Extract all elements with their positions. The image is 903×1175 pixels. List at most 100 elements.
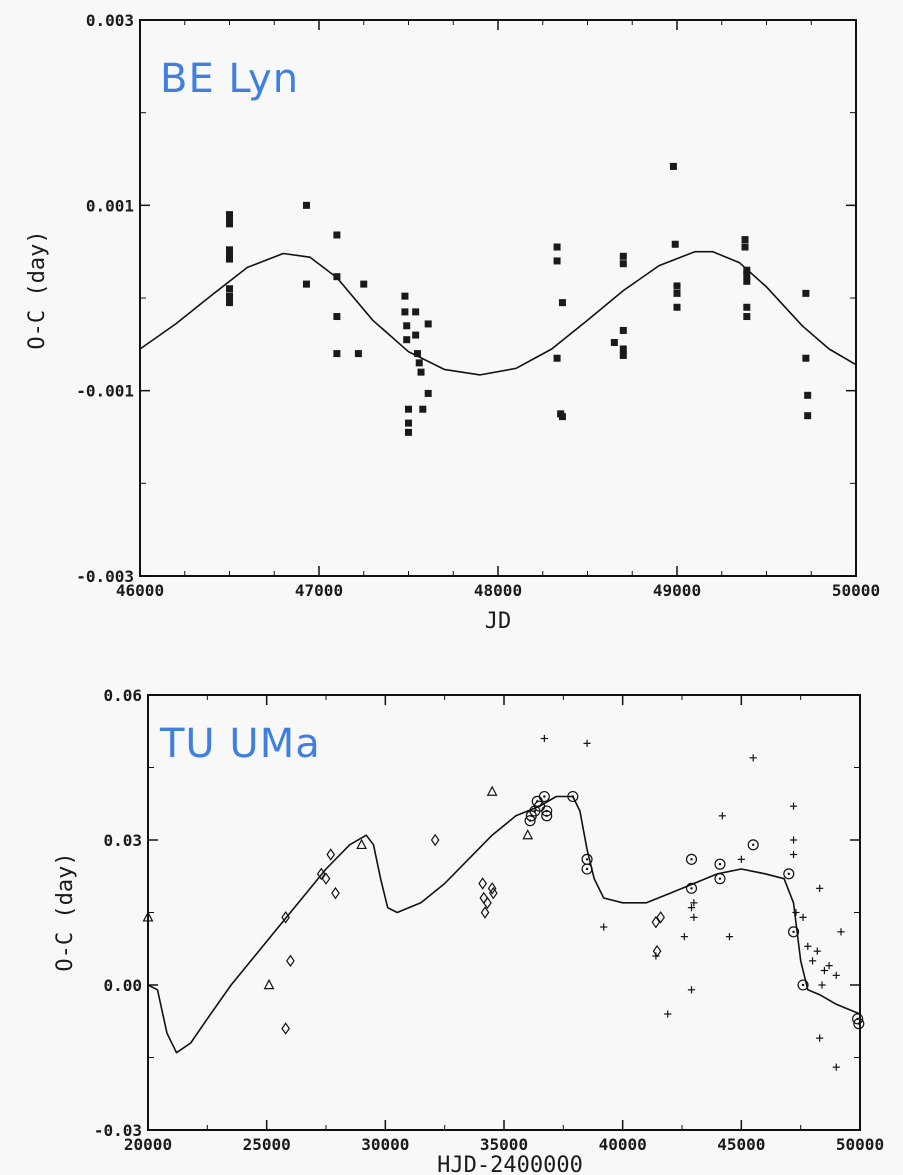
tu-uma-fit-curve: [147, 795, 861, 1054]
tu-uma-plus-point: [690, 913, 698, 921]
tu-uma-circle-point: [797, 979, 809, 991]
tu-uma-circle-center: [792, 930, 795, 934]
tu-uma-circle-point: [581, 863, 593, 875]
tu-uma-diamond-point: [480, 906, 490, 919]
tu-uma-plus-point: [818, 981, 826, 989]
tu-uma-diamond-point: [487, 882, 497, 895]
tu-uma-circle-ring: [747, 839, 759, 851]
tu-uma-tick-labels: 20000 25000 30000 35000 40000 45000 50000 0.06 0…: [94, 686, 884, 1154]
be-lyn-square-point: [669, 162, 677, 170]
tu-uma-diamond-point: [479, 891, 489, 905]
be-lyn-chart: 46000 47000 48000 49000 50000 0.003 0.001 -0.00…: [25, 11, 880, 634]
tu-uma-triangle-point: [142, 911, 154, 922]
be-lyn-x-tick-label: 49000: [653, 581, 701, 600]
tu-uma-circle-center: [690, 858, 693, 861]
be-lyn-square-point: [741, 243, 749, 251]
tu-uma-plus-point: [718, 812, 726, 820]
tu-uma-diamond-point: [321, 872, 331, 885]
tu-uma-plus-point: [808, 957, 817, 965]
be-lyn-square-point: [424, 389, 432, 397]
tu-uma-circle-center: [543, 795, 546, 798]
be-lyn-square-point: [743, 313, 751, 321]
be-lyn-x-tick-label: 50000: [832, 581, 880, 600]
be-lyn-square-point: [226, 246, 233, 254]
tu-uma-y-tick-label: 0.06: [103, 686, 142, 705]
be-lyn-square-point: [333, 313, 341, 321]
be-lyn-square-point: [333, 273, 341, 281]
tu-uma-diamond-point: [652, 944, 662, 958]
tu-uma-y-tick-label: -0.03: [94, 1121, 142, 1140]
be-lyn-square-point: [415, 359, 423, 367]
tu-uma-diamond-point: [286, 954, 295, 968]
tu-uma-circle-ring: [783, 868, 795, 880]
tu-uma-triangle-point: [356, 838, 367, 850]
tu-uma-circle-ring: [787, 926, 800, 938]
tu-uma-chart: 20000 25000 30000 35000 40000 45000 50000 0.06 0…: [53, 686, 884, 1175]
tu-uma-y-tick-label: 0.00: [103, 976, 142, 995]
tu-uma-circle-point: [541, 810, 553, 822]
tu-uma-x-tick-label: 35000: [480, 1135, 528, 1154]
be-lyn-y-tick-label: -0.001: [76, 382, 134, 401]
tu-uma-diamond-point: [316, 867, 326, 881]
tu-uma-plus-point: [725, 933, 734, 941]
tu-uma-diamond-point: [326, 848, 336, 861]
be-lyn-square-point: [403, 322, 411, 330]
be-lyn-x-axis-label: JD: [485, 609, 512, 634]
tu-uma-fit-line: [147, 795, 861, 1054]
be-lyn-square-point: [405, 428, 412, 436]
tu-uma-plus-point: [825, 962, 833, 970]
tu-uma-diamond-point: [281, 911, 290, 924]
tu-uma-title: TU UMa: [159, 721, 321, 767]
be-lyn-square-point: [333, 350, 341, 358]
tu-uma-triangle-point: [522, 829, 534, 840]
tu-uma-circle-point: [783, 868, 795, 880]
be-lyn-square-point: [558, 413, 566, 421]
tu-uma-y-axis-label: O-C (day): [53, 852, 78, 971]
be-lyn-square-point: [743, 266, 751, 274]
be-lyn-square-point: [743, 277, 751, 285]
be-lyn-square-point: [741, 236, 749, 244]
be-lyn-square-point: [619, 326, 627, 334]
tu-uma-x-tick-label: 50000: [836, 1135, 884, 1154]
be-lyn-square-point: [558, 299, 566, 307]
tu-uma-circle-ring: [685, 853, 698, 865]
tu-uma-circle-point: [747, 839, 759, 851]
be-lyn-tick-labels: 46000 47000 48000 49000 50000 0.003 0.001 -0.00…: [76, 11, 880, 600]
be-lyn-square-point: [226, 220, 233, 228]
tu-uma-plus-point: [749, 754, 757, 762]
be-lyn-square-point: [226, 211, 233, 219]
be-lyn-square-point: [405, 405, 412, 413]
tu-uma-circle-ring: [581, 863, 593, 875]
be-lyn-square-point: [610, 338, 618, 346]
tu-uma-plus-point: [690, 899, 698, 907]
be-lyn-square-point: [226, 255, 233, 263]
be-lyn-square-point: [333, 231, 341, 239]
tu-uma-circle-center: [857, 1022, 861, 1025]
be-lyn-square-point: [553, 243, 561, 251]
be-lyn-square-point: [619, 345, 627, 353]
tu-uma-x-tick-label: 40000: [599, 1135, 647, 1154]
be-lyn-square-point: [401, 292, 409, 300]
be-lyn-square-point: [673, 303, 681, 311]
tu-uma-plus-point: [816, 1034, 824, 1042]
be-lyn-square-point: [413, 350, 421, 358]
tu-uma-plus-point: [680, 933, 688, 941]
tu-uma-circle-center: [787, 872, 790, 876]
be-lyn-data-points: [226, 162, 812, 436]
tu-uma-triangle-point: [263, 978, 275, 990]
be-lyn-square-point: [354, 350, 362, 358]
tu-uma-plus-point: [687, 986, 696, 994]
tu-uma-circle-center: [545, 814, 548, 818]
be-lyn-square-point: [802, 289, 810, 297]
be-lyn-square-point: [802, 354, 810, 362]
tu-uma-circle-point: [685, 853, 698, 865]
tu-uma-circle-center: [718, 862, 722, 866]
tu-uma-circle-ring: [538, 790, 550, 803]
tu-uma-diamond-point: [488, 886, 498, 900]
be-lyn-title: BE Lyn: [160, 56, 299, 102]
tu-uma-triangle-point: [486, 785, 498, 796]
be-lyn-x-tick-label: 46000: [116, 581, 164, 600]
be-lyn-square-point: [619, 260, 627, 268]
be-lyn-square-point: [302, 201, 310, 209]
